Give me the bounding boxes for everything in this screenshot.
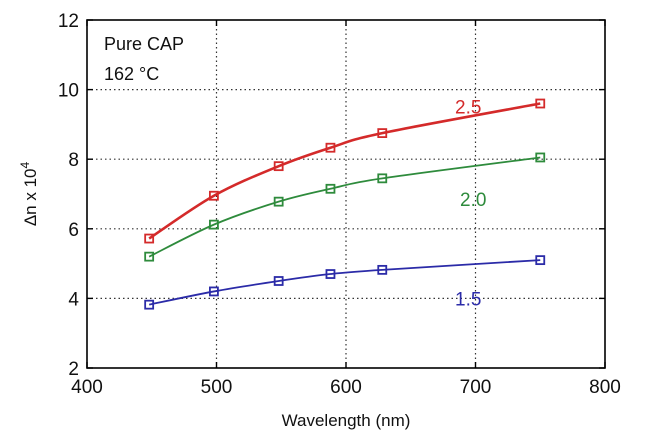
data-point (325, 269, 336, 279)
data-point (325, 142, 336, 153)
data-point (144, 299, 155, 310)
y-tick-label: 10 (58, 81, 79, 102)
plot-area (87, 20, 605, 368)
data-point (535, 152, 546, 163)
y-tick-label: 4 (68, 289, 79, 310)
y-tick-label: 8 (68, 150, 79, 171)
annotation-temperature: 162 °C (104, 64, 159, 84)
data-point (377, 264, 388, 275)
axis-ticks: 400 500 600 700 800 2 4 6 8 10 12 (58, 11, 621, 398)
grid (87, 20, 605, 368)
series-2-0: 2.0 (144, 152, 546, 262)
y-tick-label: 2 (68, 359, 79, 380)
x-tick-label: 400 (71, 377, 103, 398)
series-label: 2.0 (460, 190, 486, 211)
x-tick-label: 600 (330, 377, 362, 398)
series-1-5: 1.5 (144, 255, 546, 310)
data-point (144, 233, 155, 244)
data-point (273, 196, 284, 207)
data-point (325, 183, 336, 194)
data-point (273, 161, 284, 172)
y-axis-label-exponent: 4 (18, 162, 32, 169)
data-point (535, 255, 546, 266)
x-tick-label: 800 (589, 377, 621, 398)
y-axis-label: Δn x 104 (18, 162, 40, 227)
data-point (273, 276, 284, 286)
y-tick-label: 12 (58, 11, 79, 32)
data-point (535, 98, 546, 109)
x-tick-label: 500 (201, 377, 233, 398)
data-point (377, 128, 388, 139)
data-point (209, 219, 219, 230)
series-label: 2.5 (455, 97, 481, 118)
data-point (209, 190, 219, 201)
x-axis-label: Wavelength (nm) (282, 411, 411, 430)
y-axis-label-main: Δn x 10 (21, 169, 40, 227)
y-tick-label: 6 (68, 220, 79, 241)
data-point (377, 173, 388, 184)
series-group: 2.5 2.0 1.5 (144, 97, 546, 310)
annotation-sample: Pure CAP (104, 34, 184, 54)
data-point (209, 286, 219, 297)
series-2-5: 2.5 (144, 97, 546, 244)
x-tick-label: 700 (460, 377, 492, 398)
series-label: 1.5 (455, 289, 481, 310)
data-point (144, 251, 155, 262)
